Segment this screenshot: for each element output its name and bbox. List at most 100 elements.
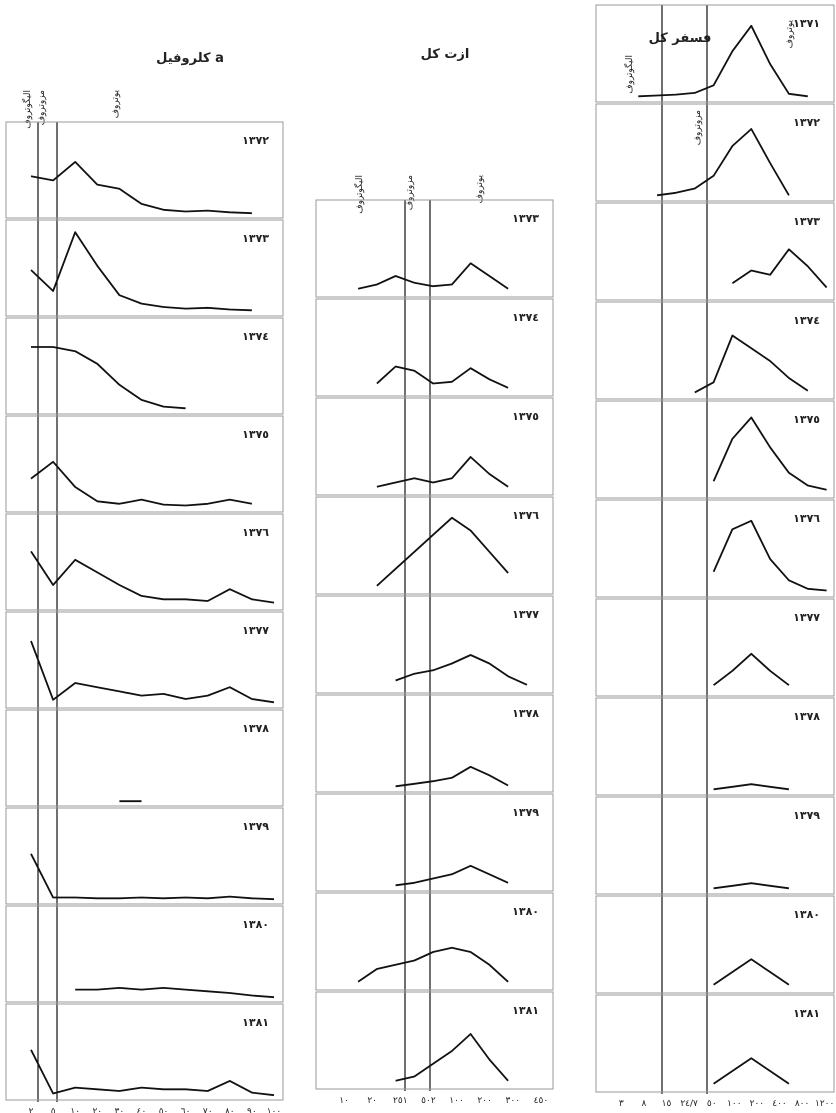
x-tick-label: ١٠ — [70, 1107, 80, 1113]
x-tick-label: ٤٥٠ — [534, 1096, 549, 1106]
x-tick-label: ٥ — [51, 1107, 56, 1113]
year-label: ١٣٧٤ — [512, 311, 539, 324]
year-label: ١٣٧٨ — [793, 710, 820, 723]
year-label: ١٣٧٩ — [512, 806, 539, 819]
x-tick-label: ٣٠٠ — [506, 1096, 521, 1106]
curve — [31, 641, 274, 702]
figure: کلروفیل a الیگوتروف مزوتروف یوتروف ١٣٧٢ ١٣٧٣ ١… — [0, 0, 836, 1113]
column-title: کلروفیل a — [156, 51, 224, 66]
x-tick-label: ٨٠ — [225, 1107, 235, 1113]
x-tick-label: ٨٠٠ — [795, 1099, 810, 1109]
x-tick-label: ٢٥١ — [393, 1096, 408, 1106]
curve — [396, 767, 509, 787]
year-label: ١٣٧١ — [793, 17, 820, 30]
trophic-label: یوتروف — [475, 175, 485, 204]
curve — [358, 948, 508, 982]
year-label: ١٣٧٨ — [512, 707, 539, 720]
curve — [358, 263, 508, 289]
x-tick-label: ٢٠٠ — [750, 1099, 765, 1109]
x-tick-label: ٩٠ — [247, 1107, 257, 1113]
year-label: ١٣٧٦ — [512, 509, 539, 522]
year-label: ١٣٧٧ — [512, 608, 539, 621]
year-label: ١٣٧٧ — [793, 611, 820, 624]
x-tick-label: ٣ — [619, 1099, 624, 1109]
x-tick-label: ٥٠ — [159, 1107, 169, 1113]
curve — [396, 1034, 509, 1081]
curve — [31, 1050, 274, 1095]
year-label: ١٣٧٥ — [793, 413, 820, 426]
year-label: ١٣٧٣ — [793, 215, 820, 228]
x-tick-label: ٤٠ — [137, 1107, 147, 1113]
curve — [695, 336, 808, 393]
year-label: ١٣٧٨ — [242, 722, 269, 735]
curve — [714, 883, 789, 888]
year-label: ١٣٧٩ — [793, 809, 820, 822]
curve — [714, 418, 827, 490]
year-label: ١٣٧٢ — [793, 116, 820, 129]
year-label: ١٣٨٠ — [793, 908, 820, 921]
year-label: ١٣٧٩ — [242, 820, 269, 833]
year-label: ١٣٧٤ — [242, 330, 269, 343]
curve — [31, 162, 252, 213]
year-label: ١٣٧٦ — [242, 526, 269, 539]
x-tick-label: ٢٤/٧ — [680, 1099, 698, 1109]
x-tick-label: ٣٠ — [115, 1107, 125, 1113]
trophic-label: مزوتروف — [405, 175, 415, 210]
curve — [714, 521, 827, 591]
curve — [657, 129, 789, 195]
x-tick-label: ١٥ — [662, 1099, 672, 1109]
x-tick-label: ٢٠ — [92, 1107, 102, 1113]
x-tick-label: ٥٠٢ — [421, 1096, 436, 1106]
curve — [31, 854, 274, 899]
curve — [377, 367, 508, 388]
curve — [714, 784, 789, 789]
year-label: ١٣٧٧ — [242, 624, 269, 637]
x-tick-label: ٧٠ — [203, 1107, 213, 1113]
curve — [75, 988, 274, 997]
year-label: ١٣٨٠ — [512, 905, 539, 918]
curve — [377, 457, 508, 487]
year-label: ١٣٧٦ — [793, 512, 820, 525]
year-label: ١٣٧٣ — [512, 212, 539, 225]
year-label: ١٣٧٥ — [512, 410, 539, 423]
year-label: ١٣٧٢ — [242, 134, 269, 147]
column-title: فسفر کل — [649, 31, 712, 46]
x-tick-label: ٦٠ — [181, 1107, 191, 1113]
year-label: ١٣٨١ — [512, 1004, 539, 1017]
x-tick-label: ١٠ — [339, 1096, 349, 1106]
x-tick-label: ١٠٠ — [267, 1107, 282, 1113]
year-label: ١٣٨١ — [793, 1007, 820, 1020]
x-tick-label: ٢ — [29, 1107, 34, 1113]
x-tick-label: ٢٠٠ — [477, 1096, 492, 1106]
x-tick-label: ٨ — [641, 1099, 646, 1109]
year-label: ١٣٧٥ — [242, 428, 269, 441]
curve — [714, 654, 789, 685]
curve — [396, 866, 509, 886]
year-label: ١٣٧٣ — [242, 232, 269, 245]
trophic-label: الیگوتروف — [353, 175, 365, 214]
year-label: ١٣٨١ — [242, 1016, 269, 1029]
x-tick-label: ١٢٠٠ — [815, 1099, 834, 1109]
x-tick-label: ٢٠ — [367, 1096, 377, 1106]
curve — [31, 347, 186, 408]
curve — [31, 551, 274, 602]
year-label: ١٣٨٠ — [242, 918, 269, 931]
x-tick-label: ١٠٠ — [449, 1096, 464, 1106]
curve — [31, 462, 252, 506]
year-label: ١٣٧٤ — [793, 314, 820, 327]
trophic-label: الیگوتروف — [623, 55, 635, 94]
x-tick-label: ٤٠٠ — [772, 1099, 787, 1109]
x-tick-label: ٥٠ — [707, 1099, 717, 1109]
curve — [377, 518, 508, 586]
x-tick-label: ١٠٠ — [727, 1099, 742, 1109]
trophic-label: مزوتروف — [693, 110, 703, 145]
curve — [732, 249, 826, 287]
trophic-label: یوتروف — [111, 90, 121, 119]
column-title: ازت کل — [421, 47, 470, 62]
trophic-label: مزوتروف — [37, 90, 47, 125]
curve — [31, 232, 252, 310]
trophic-label: الیگوتروف — [21, 90, 33, 129]
curve — [714, 959, 789, 985]
curve — [714, 1058, 789, 1084]
curve — [396, 655, 527, 685]
